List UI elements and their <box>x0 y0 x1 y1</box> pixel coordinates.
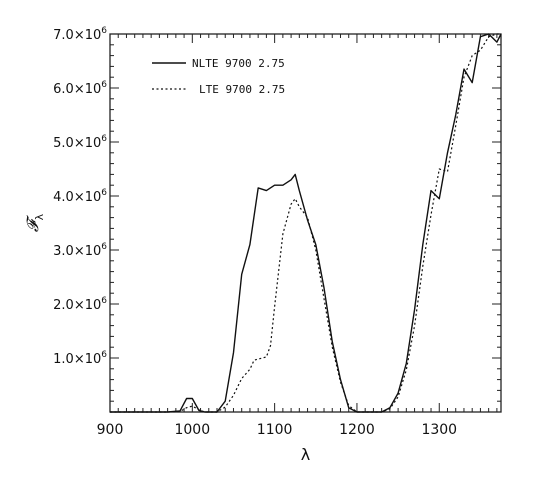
y-tick-exponent: 6 <box>101 134 107 144</box>
y-tick-exponent: 6 <box>101 242 107 252</box>
legend-label: LTE 9700 2.75 <box>199 83 285 96</box>
y-tick-label: 1.0×106 <box>53 350 107 367</box>
x-tick-label: 1100 <box>257 422 293 438</box>
series-group <box>110 33 502 413</box>
plot-frame <box>109 33 502 413</box>
y-tick-label: 6.0×106 <box>53 80 107 97</box>
y-tick-exponent: 6 <box>101 296 107 306</box>
y-axis-label-subscript: λ <box>33 213 46 220</box>
x-tick-label: 1300 <box>421 422 457 438</box>
x-tick-label: 1200 <box>339 422 375 438</box>
y-tick-label: 5.0×106 <box>53 134 107 151</box>
y-tick-mantissa: 5.0×10 <box>53 136 101 151</box>
y-tick-mantissa: 1.0×10 <box>53 352 101 367</box>
y-tick-label: 7.0×106 <box>53 26 107 43</box>
legend-label: NLTE 9700 2.75 <box>192 57 285 70</box>
legend: NLTE 9700 2.75 LTE 9700 2.75 <box>152 57 285 96</box>
y-tick-mantissa: 3.0×10 <box>53 244 101 259</box>
y-tick-mantissa: 2.0×10 <box>53 298 101 313</box>
y-tick-label: 2.0×106 <box>53 296 107 313</box>
series-line-lte <box>110 33 501 413</box>
y-tick-mantissa: 4.0×10 <box>53 190 101 205</box>
y-tick-exponent: 6 <box>101 26 107 36</box>
y-tick-exponent: 6 <box>101 350 107 360</box>
y-tick-mantissa: 6.0×10 <box>53 82 101 97</box>
x-tick-label: 900 <box>97 422 124 438</box>
x-axis-label: λ <box>301 445 310 464</box>
y-tick-mantissa: 7.0×10 <box>53 28 101 43</box>
y-tick-exponent: 6 <box>101 80 107 90</box>
axes-group: 900 1000 1100 1200 13001.0×1062.0×1063.0×106… <box>53 26 502 438</box>
y-tick-exponent: 6 <box>101 188 107 198</box>
y-tick-label: 4.0×106 <box>53 188 107 205</box>
series-line-nlte <box>110 33 502 413</box>
x-tick-label: 1000 <box>174 422 210 438</box>
y-tick-label: 3.0×106 <box>53 242 107 259</box>
